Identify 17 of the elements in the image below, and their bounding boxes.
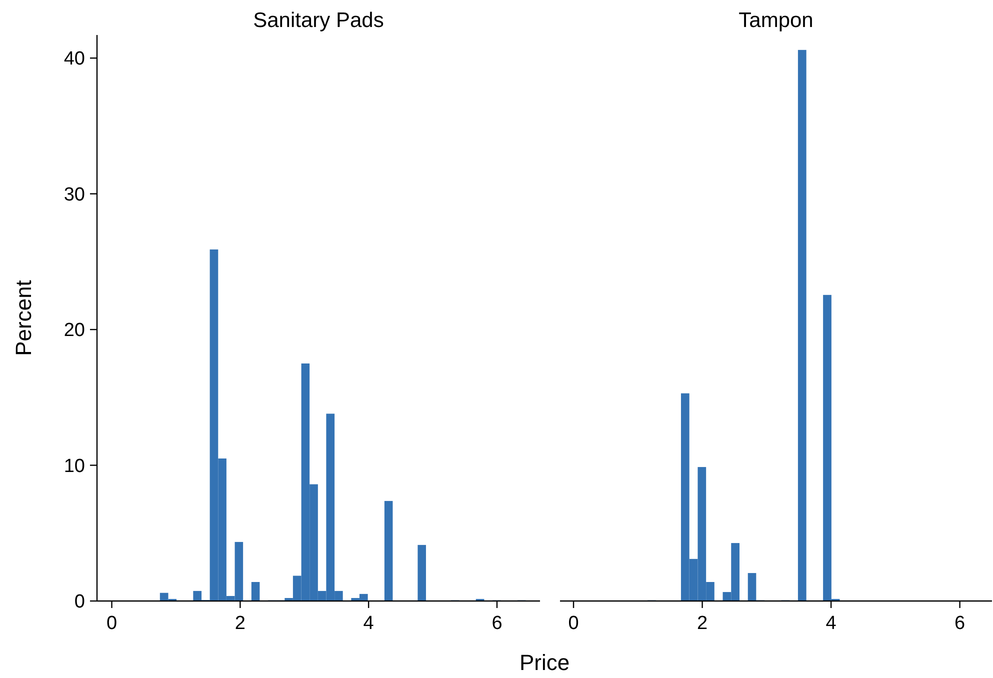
x-tick-label: 2 (696, 613, 708, 634)
x-tick-label: 4 (363, 613, 374, 634)
y-tick-label: 20 (64, 320, 85, 342)
chart-title: Tampon (738, 9, 814, 32)
y-tick-label: 10 (64, 456, 85, 477)
chart-title: Sanitary Pads (253, 9, 384, 32)
y-tick-label: 40 (64, 48, 85, 70)
x-tick-label: 4 (826, 613, 837, 634)
x-tick-label: 0 (568, 613, 579, 634)
y-axis-title: Percent (11, 280, 36, 356)
y-tick-label: 30 (64, 184, 85, 206)
x-tick-label: 2 (234, 613, 246, 634)
y-tick-label: 0 (74, 592, 85, 613)
x-axis-title: Price (519, 650, 570, 675)
x-tick-label: 6 (492, 613, 502, 634)
x-tick-label: 6 (954, 613, 966, 634)
x-tick-label: 0 (106, 613, 118, 634)
